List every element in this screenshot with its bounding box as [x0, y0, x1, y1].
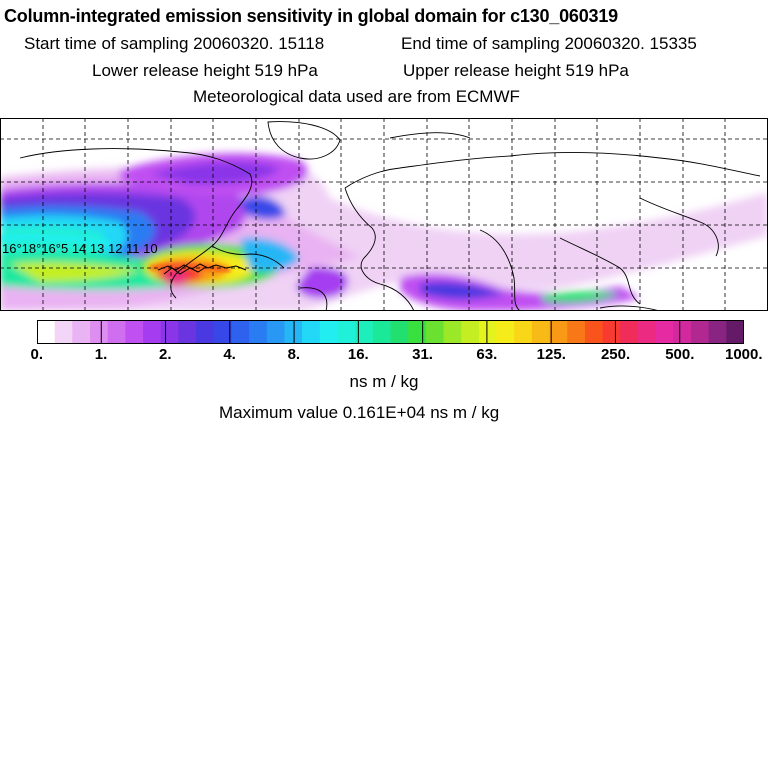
units-label: ns m / kg: [349, 372, 419, 391]
color-swatch: [178, 320, 197, 344]
color-swatch: [143, 320, 162, 344]
color-swatch: [408, 320, 427, 344]
meteorological-data-label: Meteorological data used are from ECMWF: [193, 87, 520, 106]
color-swatch: [125, 320, 144, 344]
color-swatch: [249, 320, 268, 344]
color-scale-tick-label: 2.: [159, 346, 172, 363]
color-swatch: [549, 320, 568, 344]
color-swatch: [319, 320, 339, 344]
color-scale-frame: [37, 320, 744, 344]
graticule: [0, 118, 768, 311]
color-scale-tick-label: 4.: [223, 346, 236, 363]
color-swatch: [37, 320, 56, 344]
color-swatch: [726, 320, 744, 344]
color-swatch: [90, 320, 109, 344]
color-swatch: [196, 320, 215, 344]
color-swatch: [567, 320, 586, 344]
plot-title: Column-integrated emission sensitivity i…: [4, 6, 618, 26]
maximum-value-label: Maximum value 0.161E+04 ns m / kg: [219, 403, 500, 422]
color-scale-tick-label: 0.: [30, 346, 44, 363]
color-swatch: [637, 320, 657, 344]
color-swatch: [690, 320, 710, 344]
color-swatch: [708, 320, 727, 344]
color-scale-tick-label: 250.: [600, 346, 631, 363]
color-swatch: [302, 320, 321, 344]
color-swatch: [390, 320, 409, 344]
color-swatch: [355, 320, 374, 344]
track-time-labels: 16°18°16°5 14 13 12 11 10: [2, 241, 158, 256]
color-scale-tick-label: 16.: [347, 346, 369, 363]
color-swatch: [514, 320, 533, 344]
color-swatch: [337, 320, 356, 344]
color-scale-tick-label: 1.: [94, 346, 108, 363]
color-swatch: [54, 320, 73, 344]
color-swatch: [655, 320, 674, 344]
color-swatch: [231, 320, 250, 344]
color-scale-tick-label: 31.: [412, 346, 433, 363]
start-time-label: Start time of sampling 20060320. 15118: [24, 34, 325, 53]
color-swatch: [461, 320, 480, 344]
color-swatch: [531, 320, 551, 344]
coastlines: [19, 121, 761, 311]
color-scale-tick-label: 1000.: [725, 346, 763, 363]
color-swatch: [584, 320, 604, 344]
color-swatch: [496, 320, 515, 344]
color-swatch: [425, 320, 445, 344]
color-swatch: [372, 320, 392, 344]
color-swatch: [673, 320, 692, 344]
color-swatch: [266, 320, 286, 344]
color-swatch: [160, 320, 180, 344]
color-scale-tick-label: 63.: [476, 346, 498, 363]
lower-release-height-label: Lower release height 519 hPa: [92, 61, 318, 80]
color-swatch: [213, 320, 233, 344]
color-scale-tick-label: 500.: [665, 346, 695, 363]
color-scale-tick-label: 8.: [287, 346, 301, 363]
color-scale-bar: [37, 320, 744, 344]
color-swatch: [107, 320, 126, 344]
flight-track: [157, 263, 247, 275]
color-swatch: [620, 320, 639, 344]
emission-sensitivity-map: 16°18°16°5 14 13 12 11 10: [0, 118, 768, 311]
color-swatch: [602, 320, 621, 344]
color-swatch: [443, 320, 462, 344]
color-scale-tick-label: 125.: [536, 346, 566, 363]
color-swatch: [72, 320, 91, 344]
color-swatch: [478, 320, 498, 344]
end-time-label: End time of sampling 20060320. 15335: [401, 34, 697, 53]
upper-release-height-label: Upper release height 519 hPa: [403, 61, 629, 80]
